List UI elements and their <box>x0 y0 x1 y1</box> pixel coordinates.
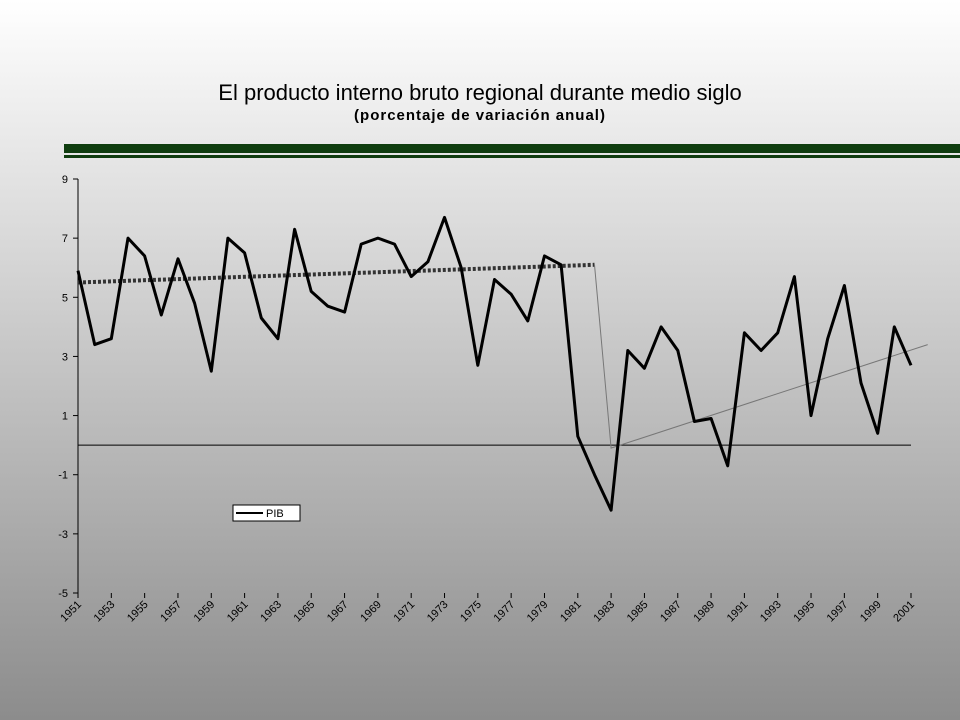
data-line <box>76 215 913 512</box>
y-tick-label: -1 <box>58 470 68 482</box>
y-tick-label: -5 <box>58 588 68 600</box>
header-bar-thin <box>64 155 960 158</box>
chart-title: El producto interno bruto regional duran… <box>218 80 741 105</box>
y-tick-label: 7 <box>62 233 68 245</box>
trend-line <box>594 264 928 449</box>
trend-line <box>77 262 595 285</box>
y-tick-label: -3 <box>58 529 68 541</box>
legend-label: PIB <box>266 508 284 520</box>
chart-subtitle: (porcentaje de variación anual) <box>354 107 606 124</box>
y-tick-label: 1 <box>62 411 68 423</box>
legend-box <box>232 504 301 522</box>
y-tick-label: 5 <box>62 292 68 304</box>
y-tick-label: 3 <box>62 351 68 363</box>
header-bar <box>64 144 960 153</box>
y-tick-label: 9 <box>62 174 68 186</box>
